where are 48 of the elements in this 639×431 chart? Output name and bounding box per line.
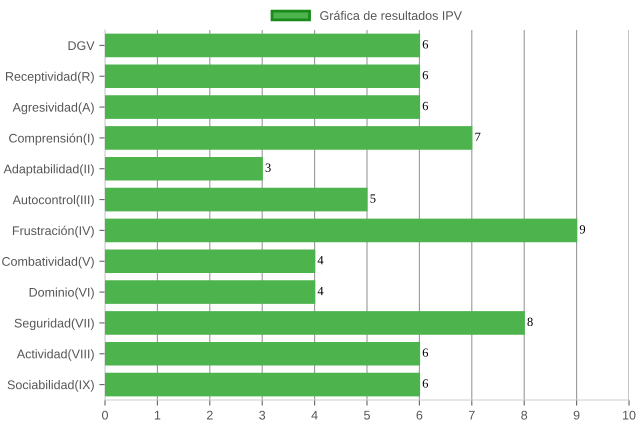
bar xyxy=(105,249,316,274)
data-label: 6 xyxy=(422,70,428,80)
x-tick-label: 1 xyxy=(154,410,160,420)
bar xyxy=(105,342,420,366)
y-tick-label: Receptividad(R) xyxy=(6,72,94,84)
data-label: 4 xyxy=(318,256,324,264)
data-label: 5 xyxy=(370,194,376,203)
data-label: 6 xyxy=(422,379,428,388)
y-tick-label: Sociabilidad(IX) xyxy=(8,380,94,392)
y-tick-label: Combatividad(V) xyxy=(2,256,94,268)
x-tick-label: 8 xyxy=(521,410,528,420)
bar xyxy=(105,126,472,150)
bar xyxy=(105,34,420,58)
bar xyxy=(105,156,263,181)
y-tick-label: Agresividad(A) xyxy=(12,102,94,114)
y-tick-label: Comprensión(I) xyxy=(9,133,94,146)
x-tick-label: 7 xyxy=(468,410,475,420)
y-tick-label: Dominio(VI) xyxy=(30,288,94,300)
bar xyxy=(105,188,368,212)
data-label: 3 xyxy=(266,163,271,172)
legend-label: Gráfica de resultados IPV xyxy=(320,10,462,20)
x-tick-label: 0 xyxy=(102,410,108,420)
x-tick-label: 3 xyxy=(259,410,266,420)
y-tick-label: Frustración(IV) xyxy=(12,226,94,238)
x-tick-label: 10 xyxy=(623,410,636,420)
bar xyxy=(105,280,316,304)
data-label: 9 xyxy=(580,225,586,234)
bar xyxy=(105,372,420,396)
y-tick-label: Autocontrol(III) xyxy=(12,195,94,207)
data-label: 6 xyxy=(422,348,428,357)
data-label: 7 xyxy=(475,132,480,141)
y-tick-label: Seguridad(VII) xyxy=(14,318,94,330)
y-tick-label: Adaptabilidad(II) xyxy=(4,164,94,176)
y-tick-label: Actividad(VIII) xyxy=(16,349,94,361)
data-label: 6 xyxy=(422,40,428,49)
x-tick-label: 6 xyxy=(416,410,422,420)
bar xyxy=(105,218,578,242)
data-label: 4 xyxy=(318,286,324,296)
data-label: 8 xyxy=(527,318,533,326)
data-label: 6 xyxy=(422,102,428,110)
bar xyxy=(105,95,420,119)
x-tick-label: 2 xyxy=(206,410,213,420)
bar xyxy=(105,311,525,335)
x-tick-label: 4 xyxy=(311,410,318,420)
y-tick-label: DGV xyxy=(68,41,95,50)
bar xyxy=(105,64,420,88)
x-tick-label: 5 xyxy=(364,410,370,420)
x-tick-label: 9 xyxy=(574,410,580,420)
